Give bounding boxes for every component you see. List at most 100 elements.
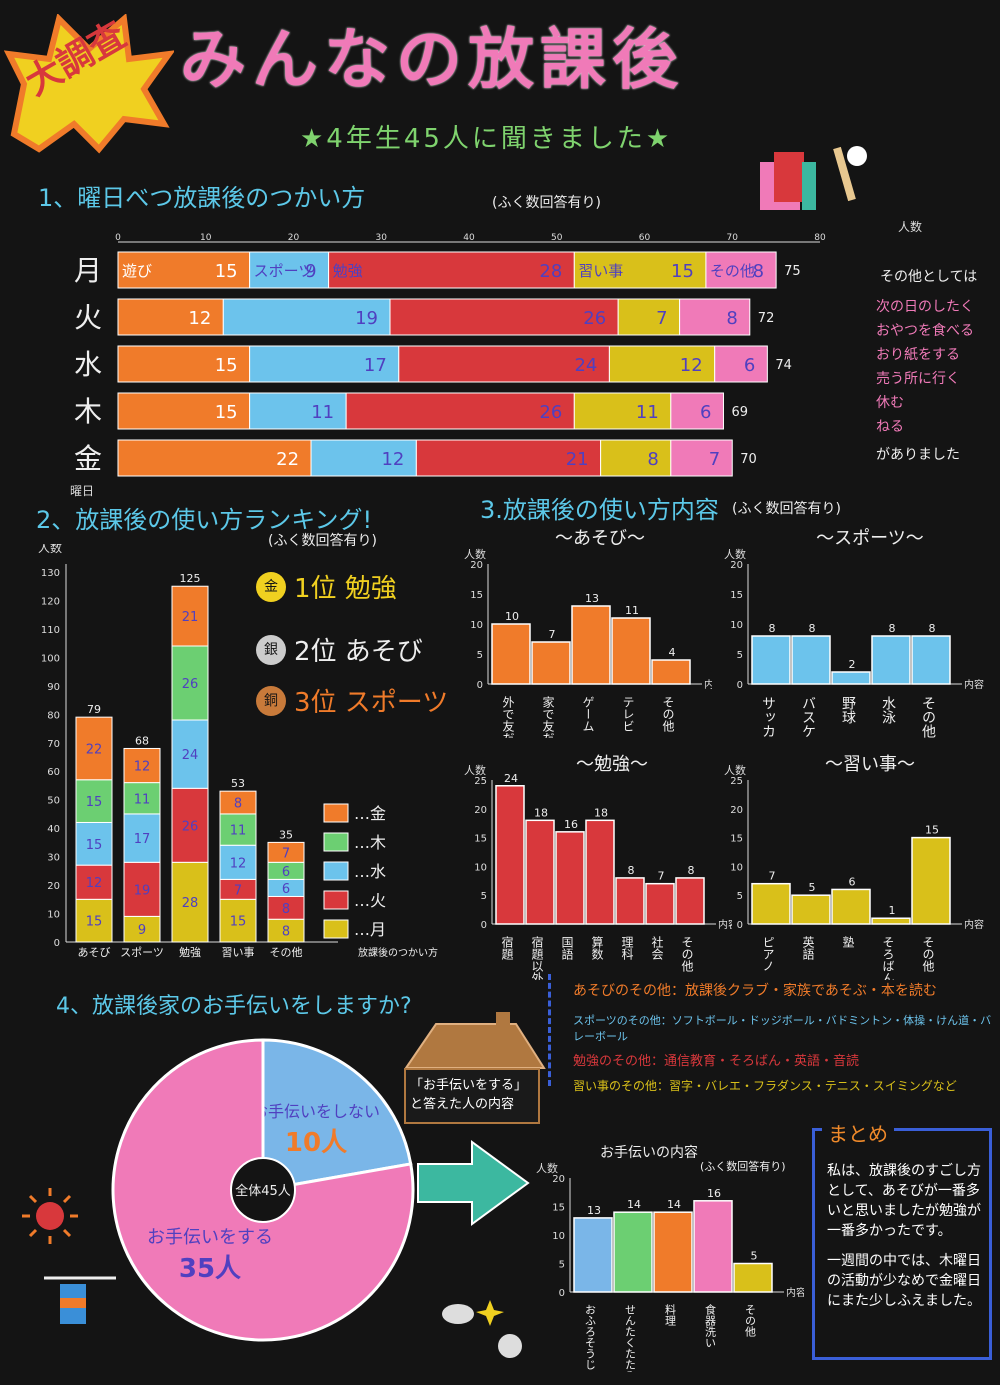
data-label: 7 — [656, 308, 667, 329]
y-tick-label: 40 — [47, 824, 60, 835]
bar — [751, 882, 791, 925]
bar-segment — [75, 821, 113, 866]
x-tick-label: 料理 — [664, 1303, 677, 1326]
burst-badge — [4, 14, 174, 154]
bar — [651, 659, 691, 685]
y-tick-label: 5 — [559, 1260, 565, 1271]
x-tick-label: おふろそうじ — [584, 1304, 597, 1370]
legend-swatch — [323, 919, 349, 939]
ranking-list: 金 1位 勉強 銀 2位 あそび 銅 3位 スポーツ — [256, 568, 448, 719]
others-sports: スポーツのその他：ソフトボール・ドッジボール・バドミントン・体操・けん道・バレー… — [573, 1014, 992, 1043]
total-label: 72 — [758, 311, 775, 326]
data-label: 7 — [709, 449, 720, 470]
bar — [871, 917, 911, 925]
data-label: 15 — [215, 261, 238, 282]
data-label: 6 — [700, 402, 711, 423]
y-tick-label: 0 — [737, 680, 743, 691]
data-label: 28 — [182, 896, 199, 911]
legend-label: …金 — [354, 804, 386, 823]
bar-segment — [415, 439, 602, 477]
data-label: 15 — [230, 915, 247, 930]
data-label: 12 — [680, 355, 703, 376]
data-label: 6 — [849, 875, 856, 888]
bar-segment — [123, 813, 161, 863]
bar — [791, 894, 831, 925]
y-axis-label: 人数 — [464, 548, 486, 561]
bar-segment — [171, 719, 209, 789]
data-label: 5 — [809, 881, 816, 894]
bar-segment — [714, 345, 768, 383]
data-label: 24 — [574, 355, 597, 376]
y-tick-label: 20 — [730, 805, 743, 816]
section2-title: 2、放課後の使い方ランキング! — [36, 506, 373, 534]
series-name: 勉強 — [333, 262, 363, 280]
y-tick-label: 90 — [47, 682, 60, 693]
total-label: 79 — [87, 703, 101, 716]
y-tick-label: 0 — [477, 680, 483, 691]
bar-segment — [573, 251, 707, 289]
data-label: 8 — [688, 864, 695, 877]
data-label: 9 — [305, 261, 316, 282]
x-tick-label: バスケ — [800, 696, 816, 738]
x-axis-label: 内容 — [964, 678, 984, 691]
y-axis-label: 人数 — [724, 548, 746, 561]
burst-shape — [4, 14, 174, 154]
y-tick-label: 0 — [737, 920, 743, 931]
data-label: 1 — [889, 904, 896, 917]
data-label: 13 — [585, 592, 599, 605]
data-label: 8 — [753, 261, 764, 282]
bar-segment — [600, 439, 672, 477]
bar — [495, 785, 525, 925]
bar-segment — [123, 782, 161, 815]
x-axis-label: 内容 — [964, 918, 984, 931]
bar-segment — [171, 861, 209, 943]
other-note: おり紙をする — [876, 347, 960, 363]
bar — [531, 641, 571, 685]
data-label: 8 — [282, 902, 290, 917]
y-tick-label: 50 — [47, 796, 60, 807]
x-tick-label: 英語 — [801, 936, 815, 960]
summary-text-2: 一週間の中では、木曜日の活動が少なめで金曜日にまた少しふえました。 — [827, 1253, 981, 1309]
chart-title: ～スポーツ～ — [816, 528, 924, 549]
help-chart-note: (ふく数回答有り) — [700, 1160, 786, 1173]
y-tick-label: 100 — [41, 653, 60, 664]
x-tick-label: その他 — [744, 1304, 757, 1337]
summary-box: 私は、放課後のすごし方として、あそびが一番多いと思いましたが勉強が一番多かったで… — [812, 1128, 992, 1360]
data-label: 12 — [381, 449, 404, 470]
bar-segment — [573, 392, 672, 430]
rank-item: 銀 2位 あそび — [256, 631, 448, 668]
total-label: 53 — [231, 777, 245, 790]
total-label: 69 — [731, 405, 748, 420]
rank-label: 2位 あそび — [294, 637, 423, 667]
y-tick-label: 0 — [559, 1288, 565, 1299]
x-tick-label: そろばん — [881, 936, 895, 980]
section1-unit: 人数 — [898, 220, 923, 234]
x-tick-label: 社会 — [650, 935, 664, 961]
bar-segment — [117, 345, 251, 383]
data-label: 16 — [564, 818, 578, 831]
bar-segment — [608, 345, 716, 383]
data-label: 15 — [86, 838, 103, 853]
bar — [911, 836, 951, 925]
bar-segment — [670, 392, 724, 430]
x-tick-label: 勉強 — [179, 945, 201, 959]
chart-title: ～あそび～ — [555, 528, 645, 549]
data-label: 12 — [188, 308, 211, 329]
other-notes-title: その他としては — [880, 269, 978, 285]
bar-segment — [617, 298, 681, 336]
data-label: 8 — [234, 797, 242, 812]
y-tick-label: 15 — [552, 1203, 565, 1214]
section2-note: (ふく数回答有り) — [268, 533, 377, 549]
y-tick-label: 25 — [474, 776, 487, 787]
other-notes-end: がありました — [876, 447, 960, 463]
total-label: 35 — [279, 828, 293, 841]
summary-title: まとめ — [822, 1118, 894, 1147]
x-tick-label: ピアノ — [761, 936, 775, 972]
data-label: 7 — [658, 870, 665, 883]
bar — [831, 671, 871, 685]
chart-title: ～習い事～ — [825, 754, 915, 775]
bar-segment — [219, 844, 257, 880]
house-caption: 「お手伝いをする」と答えた人の内容 — [404, 1068, 540, 1124]
slice-value-label: 10人 — [285, 1128, 347, 1158]
x-tick-label: 60 — [639, 233, 651, 243]
